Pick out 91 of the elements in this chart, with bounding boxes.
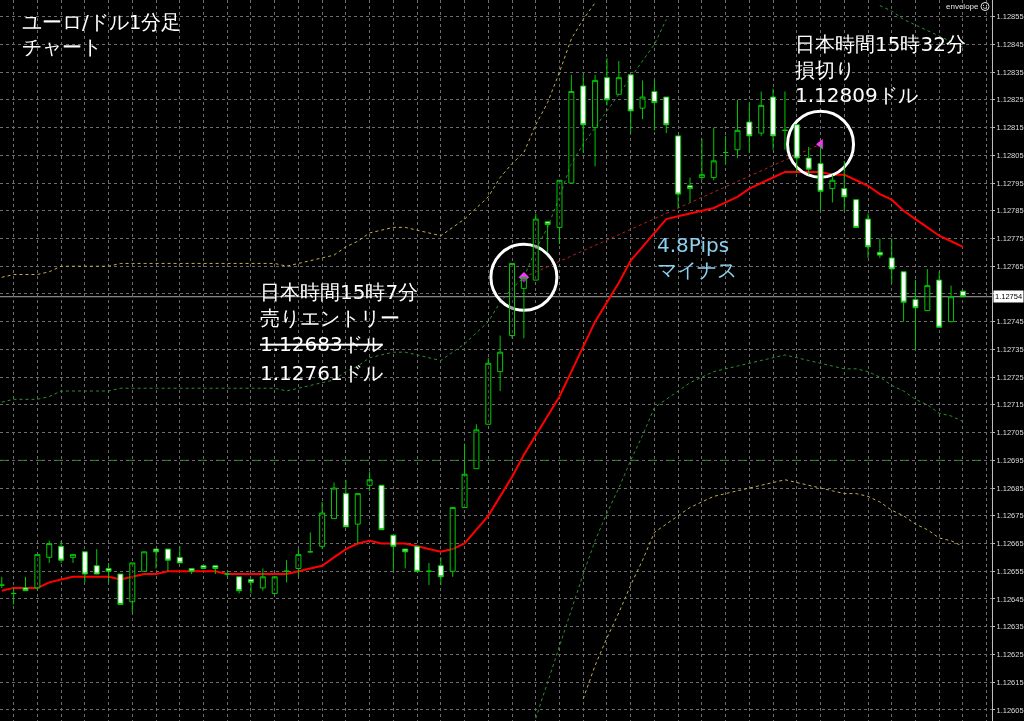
candlestick (675, 135, 682, 209)
line-series (0, 170, 964, 592)
candlestick (0, 576, 5, 589)
candlestick (556, 179, 563, 245)
annotation: 損切り (795, 58, 855, 82)
candlestick (259, 567, 266, 592)
candlestick (449, 506, 456, 578)
text: ユーロ/ドル1分足チャート (22, 10, 183, 60)
candlestick (485, 357, 492, 425)
candlestick (176, 545, 183, 564)
candlestick (805, 146, 812, 176)
candlestick (924, 268, 931, 312)
candlestick (141, 551, 148, 572)
candlestick (212, 565, 219, 575)
candlestick (437, 556, 444, 586)
candlestick (402, 548, 409, 569)
candlestick (722, 135, 729, 165)
candlestick (758, 91, 765, 137)
candlestick (865, 213, 871, 259)
candlestick (93, 548, 100, 575)
candlestick (105, 562, 112, 583)
candlestick (58, 540, 65, 564)
line-series (582, 479, 964, 700)
candlestick (164, 548, 171, 572)
candlestick (81, 551, 88, 583)
candlestick (473, 423, 480, 470)
candlestick (948, 285, 955, 323)
candlestick (283, 559, 290, 583)
annotation: 日本時間15時7分 (260, 280, 419, 304)
candlestick (912, 279, 919, 350)
candlestick (366, 470, 373, 492)
candlestick (603, 57, 610, 106)
candlestick (319, 501, 326, 550)
candlestick (663, 96, 670, 134)
candlestick (781, 91, 788, 151)
annotation: 4.8Pips (657, 233, 730, 257)
candlestick (236, 576, 243, 594)
candlestick (592, 74, 599, 167)
candlestick (331, 482, 338, 520)
candlestick (580, 74, 587, 154)
line-series (1, 2, 596, 278)
candlestick (615, 60, 622, 95)
candlestick (295, 548, 302, 578)
candlestick (793, 124, 800, 173)
candlestick (853, 199, 860, 228)
annotation: 売りエントリー (260, 306, 400, 330)
candlestick (22, 576, 29, 592)
candlestick (710, 127, 717, 181)
candlestick (271, 576, 278, 594)
candlestick (497, 335, 504, 392)
candlestick (746, 102, 753, 154)
annotation: 1.12761ドル (260, 361, 383, 385)
candlestick (936, 271, 943, 328)
candlestick (651, 79, 658, 131)
candlestick (770, 88, 777, 151)
candlestick (69, 554, 76, 564)
candlestick (354, 493, 361, 545)
candlestick (627, 74, 634, 134)
annotation: マイナス (657, 258, 737, 282)
annotation: 日本時間15時32分 (795, 32, 966, 56)
candlestick (425, 562, 432, 586)
candlestick (461, 443, 468, 508)
candlestick (876, 237, 883, 259)
candlestick (129, 562, 136, 614)
candlestick (888, 237, 895, 284)
candlestick (200, 565, 207, 569)
candlestick (247, 579, 254, 594)
candlestick (829, 174, 836, 203)
candlestick (307, 531, 314, 553)
candlestick (117, 573, 124, 606)
candlestick (390, 534, 397, 572)
candlestick (639, 79, 646, 120)
annotation: envelope (946, 2, 980, 11)
candlestick (568, 74, 575, 184)
candlestick (153, 548, 160, 569)
candlestick (734, 99, 741, 159)
line-series (535, 354, 964, 719)
candlestick (10, 587, 17, 606)
candlestick (687, 176, 693, 203)
candlestick (34, 554, 41, 592)
candlestick (378, 484, 385, 531)
candlestick (342, 479, 349, 528)
candlestick (532, 213, 539, 281)
candlestick (509, 262, 516, 339)
annotation: 1.12809ドル (795, 83, 918, 107)
candlestick (46, 540, 53, 564)
annotation: 1.12683ドル (260, 332, 383, 356)
candlestick (414, 545, 421, 572)
candlestick (698, 138, 705, 181)
candlestick (900, 271, 907, 323)
candlestick (188, 567, 195, 575)
